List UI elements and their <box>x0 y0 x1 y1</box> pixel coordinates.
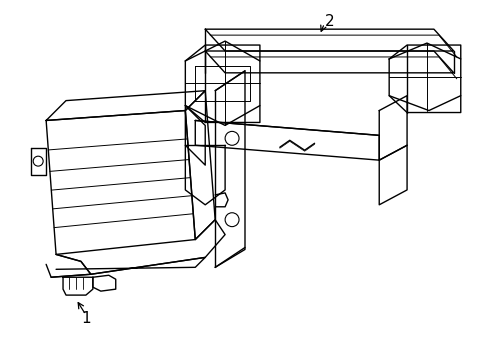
Text: 2: 2 <box>324 14 334 29</box>
Text: 1: 1 <box>81 311 91 327</box>
